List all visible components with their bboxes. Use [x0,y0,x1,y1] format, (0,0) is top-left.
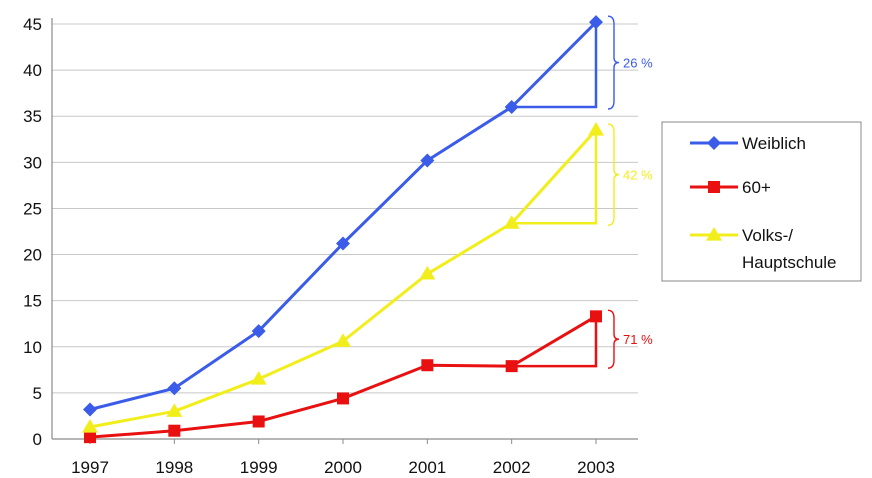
y-tick-label: 20 [23,246,42,265]
square-marker [421,359,434,372]
triangle-marker [588,122,604,136]
square-marker [252,415,265,428]
square-marker [590,310,602,323]
series-line-2 [89,129,598,429]
legend-label: Volks-/ [742,226,793,245]
legend-box [661,121,862,282]
diamond-marker [167,381,182,396]
legend-label: Hauptschule [742,253,837,272]
growth-brace [607,15,620,110]
square-marker [168,424,181,437]
growth-helpers [511,22,598,368]
diamond-marker [83,402,97,417]
annotations: 26 % 71 % 42 % [607,15,653,369]
triangle-marker [82,419,98,433]
y-tick-label: 45 [23,15,42,34]
y-tick-label: 40 [23,61,42,80]
x-tick-label: 2000 [324,458,362,477]
x-tick-label: 2002 [493,458,531,477]
legend-label: Weiblich [742,134,806,153]
legend: Weiblich 60+ Volks-/ Hauptschule [661,121,862,282]
diamond-marker [707,136,721,150]
diamond-marker [251,324,266,339]
growth-percent-label: 71 % [623,332,653,347]
triangle-marker [503,215,520,229]
square-marker [337,392,349,405]
y-tick-label: 15 [23,292,42,311]
y-tick-label: 25 [23,199,42,218]
growth-helper-line [511,316,598,368]
y-tick-label: 35 [23,107,42,126]
y-axis: 0 5 10 15 20 25 30 35 40 45 [23,15,53,449]
diamond-marker [420,153,435,168]
x-tick-label: 2003 [577,458,615,477]
square-marker [505,360,518,373]
y-tick-label: 10 [23,338,42,357]
growth-brace [607,123,620,226]
y-tick-label: 0 [33,430,42,449]
x-tick-label: 1998 [155,458,193,477]
growth-brace [607,309,620,369]
diamond-marker [504,100,519,114]
growth-helper-line [511,22,598,109]
triangle-marker [166,403,183,417]
triangle-marker [706,227,722,241]
diamond-marker [336,236,350,251]
growth-percent-label: 26 % [623,56,653,71]
gridlines [52,23,638,394]
x-tick-label: 2001 [408,458,446,477]
triangle-marker [250,371,267,385]
y-tick-label: 30 [23,153,42,172]
square-marker [84,431,96,444]
x-tick-label: 1999 [240,458,278,477]
triangle-marker [419,265,436,280]
growth-percent-label: 42 % [623,168,653,183]
triangle-marker [335,333,351,347]
y-tick-label: 5 [33,384,42,403]
diamond-marker [589,15,603,30]
x-axis: 1997 1998 1999 2000 2001 2002 2003 [52,438,638,477]
x-tick-label: 1997 [71,458,109,477]
series-layer [82,15,604,444]
growth-helper-line [511,130,598,225]
square-marker [708,181,720,193]
legend-label: 60+ [742,178,771,197]
